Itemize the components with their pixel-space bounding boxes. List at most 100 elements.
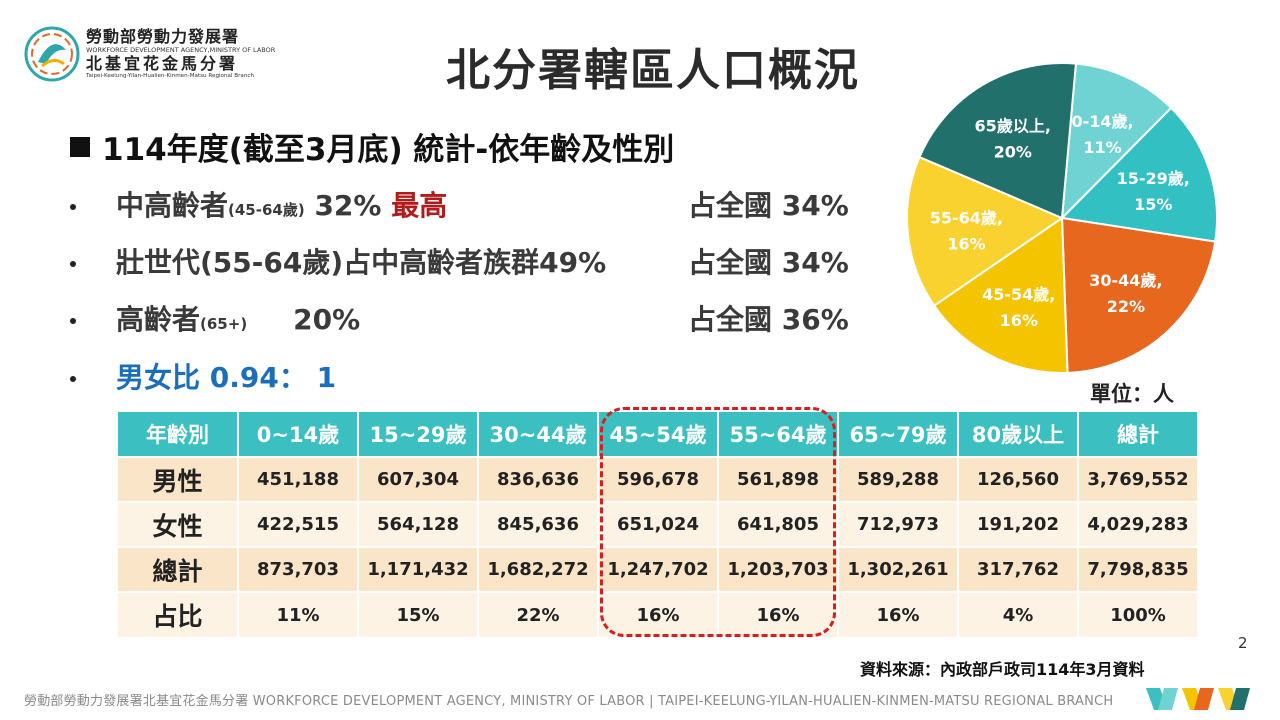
- bullet-dot-icon: [70, 261, 76, 267]
- table-cell: 7,798,835: [1078, 546, 1199, 592]
- table-cell: 607,304: [358, 456, 479, 502]
- national-share-prime-generation: 占全國 34%: [688, 246, 849, 279]
- pie-slice-label: 45-54歲,: [982, 285, 1055, 304]
- bullet-highlight: 最高: [391, 189, 448, 222]
- table-cell: 641,805: [718, 501, 839, 547]
- logo-cn-line1: 勞動部勞動力發展署: [86, 27, 240, 46]
- age-distribution-pie-chart: 0-14歲, 11% 15-29歲, 15% 30-44歲, 22% 45-54歲, 16% 5…: [906, 62, 1218, 374]
- table-cell: 651,024: [598, 501, 719, 547]
- table-cell: 11%: [238, 591, 359, 637]
- table-header-row: 年齡別 0~14歲 15~29歲 30~44歲 45~54歲 55~64歲 65…: [118, 412, 1199, 457]
- bullet-label: 中高齡者: [116, 189, 229, 222]
- footer-text: 勞動部勞動力發展署北基宜花金馬分署 WORKFORCE DEVELOPMENT …: [24, 694, 1114, 709]
- table-cell: 1,247,702: [598, 546, 719, 592]
- bullet-sex-ratio: 男女比 0.94： 1: [70, 358, 336, 398]
- table-cell: 596,678: [598, 456, 719, 502]
- pie-slice-label: 55-64歲,: [930, 208, 1003, 227]
- pie-slice-label: 30-44歲,: [1089, 271, 1162, 290]
- column-header: 65~79歲: [838, 412, 959, 457]
- bullet-label: 高齡者: [116, 303, 201, 336]
- pie-slice: [906, 155, 1065, 308]
- bullet-dot-icon: [70, 204, 76, 210]
- bullet-age-range: (65+): [200, 315, 248, 333]
- population-table: 年齡別 0~14歲 15~29歲 30~44歲 45~54歲 55~64歲 65…: [118, 412, 1199, 637]
- table-cell: 712,973: [838, 501, 959, 547]
- bullet-dot-icon: [70, 318, 76, 324]
- table-cell: 1,682,272: [478, 546, 599, 592]
- table-row-total: 總計 873,703 1,171,432 1,682,272 1,247,702…: [118, 546, 1199, 592]
- bullet-elderly: 高齡者(65+) 20%: [70, 300, 360, 340]
- logo-en-line1: WORKFORCE DEVELOPMENT AGENCY,MINISTRY OF…: [86, 46, 276, 54]
- table-cell: 1,302,261: [838, 546, 959, 592]
- agency-emblem-icon: [24, 26, 80, 82]
- bullet-label: 壯世代(55-64歲)占中高齡者族群49%: [116, 246, 607, 279]
- bullet-dot-icon: [70, 376, 76, 382]
- table-cell: 100%: [1078, 591, 1199, 637]
- square-bullet-icon: [70, 137, 90, 157]
- page-number: 2: [1238, 634, 1248, 652]
- bullet-middle-aged: 中高齡者(45-64歲) 32% 最高: [70, 186, 447, 226]
- pie-slice: [918, 62, 1078, 220]
- bullet-prime-generation: 壯世代(55-64歲)占中高齡者族群49%: [70, 243, 606, 283]
- table-cell: 422,515: [238, 501, 359, 547]
- table-cell: 126,560: [958, 456, 1079, 502]
- row-label: 總計: [118, 546, 239, 592]
- table-cell: 4,029,283: [1078, 501, 1199, 547]
- table-cell: 1,171,432: [358, 546, 479, 592]
- table-cell: 873,703: [238, 546, 359, 592]
- section-heading: 114年度(截至3月底) 統計-依年齡及性別: [70, 124, 674, 169]
- column-header: 年齡別: [118, 412, 239, 457]
- bullet-value: 20%: [293, 303, 361, 336]
- table-row-male: 男性 451,188 607,304 836,636 596,678 561,8…: [118, 456, 1199, 502]
- table-cell: 845,636: [478, 501, 599, 547]
- row-label: 占比: [118, 591, 239, 637]
- page-title: 北分署轄區人口概況: [446, 45, 860, 96]
- data-source: 資料來源：內政部戶政司114年3月資料: [860, 660, 1145, 679]
- pie-slice-percent: 15%: [1134, 195, 1172, 214]
- logo-en-line2: Taipei-Keelung-Yilan-Hualien-Kinmen-Mats…: [86, 73, 255, 79]
- pie-slice-percent: 22%: [1107, 297, 1145, 316]
- table-cell: 561,898: [718, 456, 839, 502]
- unit-label: 單位：人: [1090, 382, 1174, 406]
- column-header: 總計: [1078, 412, 1199, 457]
- column-header: 0~14歲: [238, 412, 359, 457]
- table-cell: 15%: [358, 591, 479, 637]
- agency-logo: 勞動部勞動力發展署 WORKFORCE DEVELOPMENT AGENCY,M…: [24, 26, 275, 82]
- pie-slice-percent: 16%: [947, 234, 985, 253]
- table-row-female: 女性 422,515 564,128 845,636 651,024 641,8…: [118, 501, 1199, 547]
- pie-slice-percent: 20%: [994, 142, 1032, 161]
- table-cell: 4%: [958, 591, 1079, 637]
- column-header: 80歲以上: [958, 412, 1079, 457]
- national-share-elderly: 占全國 36%: [688, 303, 849, 336]
- table-cell: 22%: [478, 591, 599, 637]
- row-label: 女性: [118, 501, 239, 547]
- column-header: 15~29歲: [358, 412, 479, 457]
- pie-slice-label: 0-14歲,: [1071, 112, 1133, 131]
- table-cell: 16%: [838, 591, 959, 637]
- table-cell: 317,762: [958, 546, 1079, 592]
- bullet-value: 32%: [304, 189, 392, 222]
- pie-slice-percent: 11%: [1083, 138, 1121, 157]
- table-cell: 3,769,552: [1078, 456, 1199, 502]
- row-label: 男性: [118, 456, 239, 502]
- sex-ratio-text: 男女比 0.94： 1: [116, 361, 337, 394]
- table-cell: 1,203,703: [718, 546, 839, 592]
- footer-bar: 勞動部勞動力發展署北基宜花金馬分署 WORKFORCE DEVELOPMENT …: [0, 682, 1280, 720]
- table-cell: 451,188: [238, 456, 359, 502]
- section-heading-text: 114年度(截至3月底) 統計-依年齡及性別: [102, 132, 675, 168]
- pie-slice: [1059, 106, 1218, 243]
- column-header: 30~44歲: [478, 412, 599, 457]
- table-cell: 564,128: [358, 501, 479, 547]
- pie-slice-label: 15-29歲,: [1117, 169, 1190, 188]
- pie-slice: [932, 216, 1069, 374]
- table-cell: 836,636: [478, 456, 599, 502]
- wda-footer-logo-icon: [1146, 688, 1250, 710]
- bullet-age-range: (45-64歲): [228, 201, 305, 219]
- pie-slice: [1060, 216, 1217, 374]
- column-header: 45~54歲: [598, 412, 719, 457]
- table-row-share: 占比 11% 15% 22% 16% 16% 16% 4% 100%: [118, 591, 1199, 637]
- table-cell: 589,288: [838, 456, 959, 502]
- pie-slice-percent: 16%: [1000, 311, 1038, 330]
- pie-slice: [1060, 62, 1173, 221]
- table-cell: 191,202: [958, 501, 1079, 547]
